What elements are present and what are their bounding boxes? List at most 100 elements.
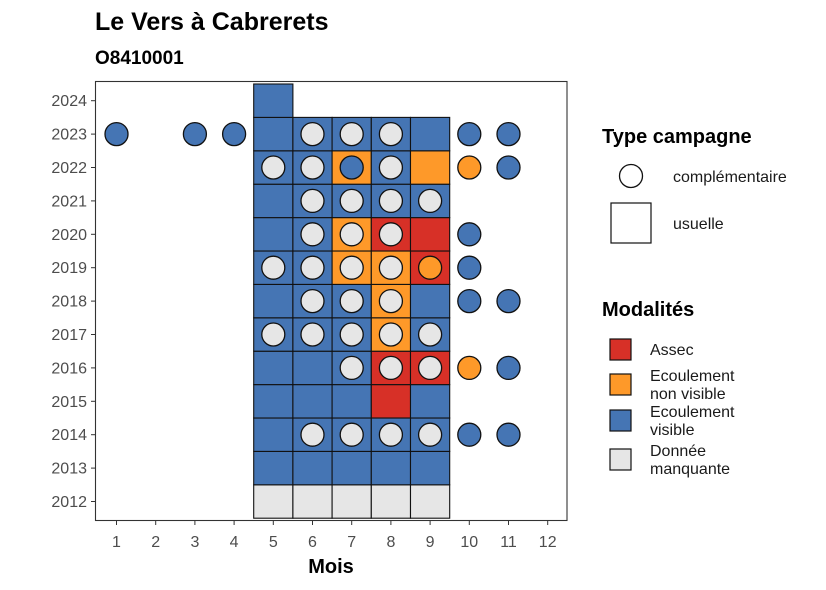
y-tick-label-2019: 2019 — [51, 260, 87, 277]
point-2019-m8 — [378, 255, 404, 280]
tile-2012-m7 — [331, 484, 372, 519]
usual-tiles-layer — [253, 83, 451, 519]
legend-key-complementaire — [618, 163, 644, 189]
point-2018-m11 — [496, 288, 521, 314]
tile-2015-m5 — [253, 384, 294, 419]
point-2022-m10 — [457, 155, 482, 180]
x-tick-label-1: 1 — [112, 534, 121, 551]
point-2023-m1 — [104, 121, 129, 147]
legend-label-ecoulement-non-visible: Ecoulement non visible — [650, 368, 735, 403]
legend-label-assec: Assec — [650, 342, 694, 359]
chart-subtitle: O8410001 — [95, 48, 184, 69]
point-2021-m9 — [417, 188, 443, 214]
point-2023-m11 — [496, 121, 521, 147]
tile-2020-m5 — [253, 217, 294, 252]
point-2022-m7 — [339, 155, 364, 180]
tile-2016-m6 — [292, 350, 333, 386]
point-2016-m8 — [378, 355, 404, 381]
legend-label-donnee-manquante: Donnée manquante — [650, 443, 730, 478]
x-tick-label-6: 6 — [308, 534, 317, 551]
legend-modalites-title: Modalités — [602, 299, 694, 321]
point-2020-m8 — [378, 222, 404, 247]
y-tick-label-2023: 2023 — [51, 127, 87, 144]
tile-2013-m8 — [370, 450, 412, 486]
x-tick-label-11: 11 — [500, 534, 517, 551]
point-2016-m10 — [457, 355, 482, 381]
point-2019-m6 — [300, 255, 325, 280]
point-2014-m8 — [378, 422, 404, 447]
tile-2015-m7 — [331, 384, 372, 419]
tile-2012-m5 — [253, 484, 294, 519]
tile-2022-m9 — [409, 150, 451, 185]
legend-key-donnee-manquante — [609, 448, 632, 471]
tile-2015-m9 — [409, 384, 451, 419]
point-2016-m11 — [496, 355, 521, 381]
tile-2012-m6 — [292, 484, 333, 519]
y-tick-label-2024: 2024 — [51, 93, 87, 110]
point-2014-m11 — [496, 422, 521, 447]
point-2020-m6 — [300, 222, 325, 247]
point-2016-m7 — [339, 355, 364, 381]
y-tick-label-2016: 2016 — [51, 360, 87, 377]
y-tick-label-2021: 2021 — [51, 193, 87, 210]
x-tick-label-7: 7 — [347, 534, 356, 551]
point-2014-m10 — [457, 422, 482, 447]
point-2021-m8 — [378, 188, 404, 214]
tile-2024-m5 — [253, 83, 294, 118]
tile-2013-m6 — [292, 450, 333, 486]
tile-2023-m9 — [409, 116, 451, 152]
point-2014-m9 — [417, 422, 443, 447]
x-tick-label-5: 5 — [269, 534, 278, 551]
y-tick-label-2013: 2013 — [51, 461, 87, 478]
point-2017-m8 — [378, 322, 404, 347]
tile-2021-m5 — [253, 183, 294, 219]
x-tick-label-9: 9 — [426, 534, 435, 551]
point-2023-m10 — [457, 121, 482, 147]
x-tick-label-12: 12 — [539, 534, 557, 551]
point-2014-m7 — [339, 422, 364, 447]
legend-key-usuelle — [610, 202, 652, 244]
point-2022-m6 — [300, 155, 325, 180]
point-2023-m6 — [300, 121, 325, 147]
tile-2023-m5 — [253, 116, 294, 152]
y-axis: 2012 2013 2014 2015 2016 2017 2018 2019 2020 2021… — [51, 93, 96, 511]
legend-label-ecoulement-visible: Ecoulement visible — [650, 404, 735, 439]
legend-label-complementaire: complémentaire — [673, 169, 787, 186]
point-2017-m6 — [300, 322, 325, 347]
x-axis: 1 2 3 4 5 6 7 8 9 10 11 12 — [112, 520, 557, 551]
legend-key-ecoulement-non-visible — [609, 373, 632, 396]
x-tick-label-10: 10 — [460, 534, 478, 551]
point-2021-m6 — [300, 188, 325, 214]
point-2021-m7 — [339, 188, 364, 214]
legend-label-usuelle: usuelle — [673, 216, 724, 233]
y-tick-label-2017: 2017 — [51, 327, 87, 344]
point-2023-m7 — [339, 121, 364, 147]
y-tick-label-2020: 2020 — [51, 227, 87, 244]
y-tick-label-2018: 2018 — [51, 294, 87, 311]
point-2018-m7 — [339, 288, 364, 314]
x-tick-label-3: 3 — [190, 534, 199, 551]
point-2017-m7 — [339, 322, 364, 347]
x-axis-title: Mois — [308, 556, 354, 578]
point-2019-m9 — [417, 255, 443, 280]
x-tick-label-4: 4 — [230, 534, 239, 551]
legend-type-title: Type campagne — [602, 126, 752, 148]
point-2018-m6 — [300, 288, 325, 314]
point-2022-m5 — [261, 155, 286, 180]
tile-2018-m5 — [253, 283, 294, 319]
tile-2018-m9 — [409, 283, 451, 319]
tile-2013-m5 — [253, 450, 294, 486]
point-2020-m10 — [457, 222, 482, 247]
tile-2012-m8 — [370, 484, 412, 519]
point-2019-m7 — [339, 255, 364, 280]
point-2023-m3 — [182, 121, 208, 147]
chart-title: Le Vers à Cabrerets — [95, 8, 328, 36]
point-2019-m5 — [261, 255, 286, 280]
point-2019-m10 — [457, 255, 482, 280]
point-2022-m11 — [496, 155, 521, 180]
x-tick-label-8: 8 — [386, 534, 395, 551]
tile-2015-m6 — [292, 384, 333, 419]
tile-2012-m9 — [409, 484, 451, 519]
point-2023-m4 — [221, 121, 247, 147]
legend-key-assec — [609, 338, 632, 361]
